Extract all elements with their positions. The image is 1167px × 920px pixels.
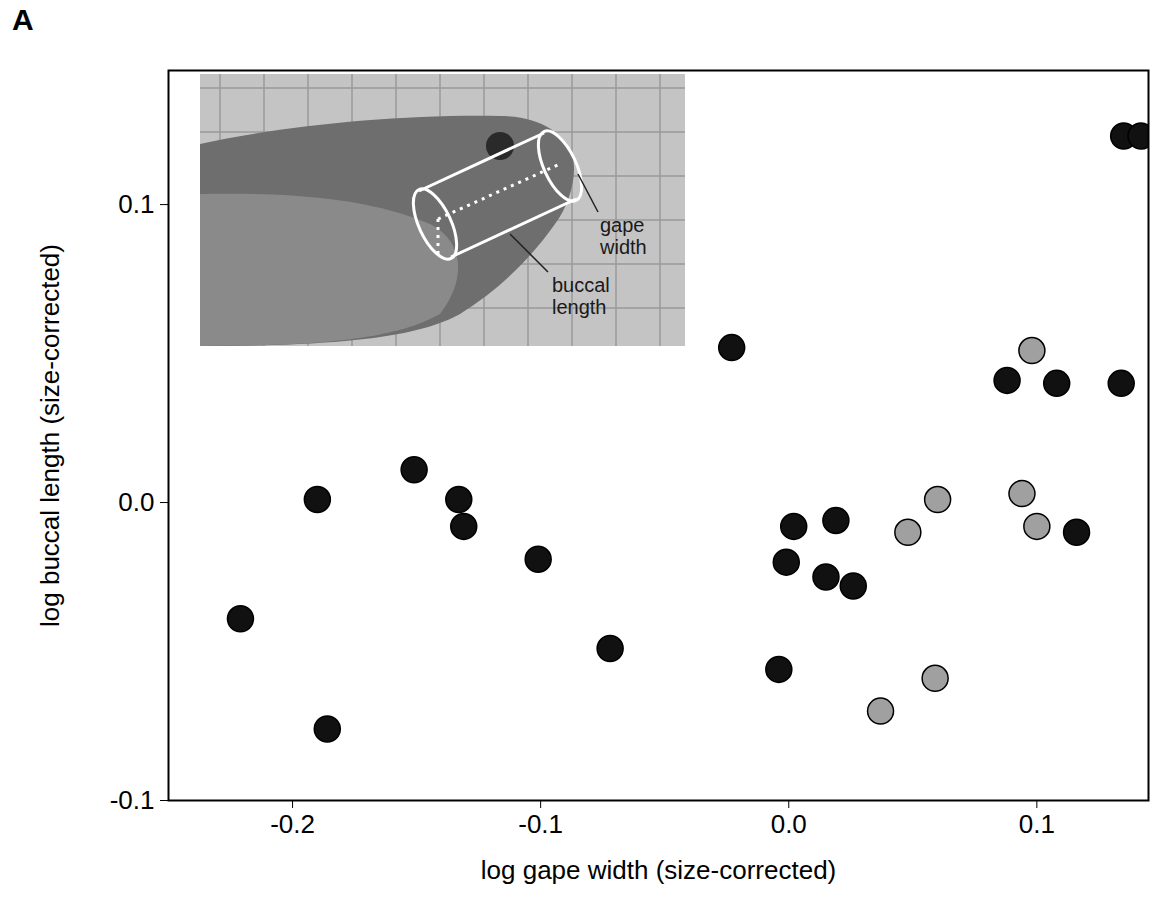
svg-text:0.0: 0.0 [771,809,807,839]
svg-text:0.1: 0.1 [118,189,154,219]
svg-text:log gape width (size-corrected: log gape width (size-corrected) [481,855,837,885]
svg-text:-0.1: -0.1 [518,809,563,839]
svg-text:log buccal length (size-correc: log buccal length (size-corrected) [35,244,65,627]
svg-text:gapewidth: gapewidth [599,214,647,258]
svg-text:buccallength: buccallength [552,274,610,318]
svg-text:-0.1: -0.1 [110,785,155,815]
svg-text:0.1: 0.1 [1019,809,1055,839]
svg-text:-0.2: -0.2 [270,809,315,839]
svg-text:0.0: 0.0 [118,487,154,517]
html-text:A: A [12,3,34,36]
